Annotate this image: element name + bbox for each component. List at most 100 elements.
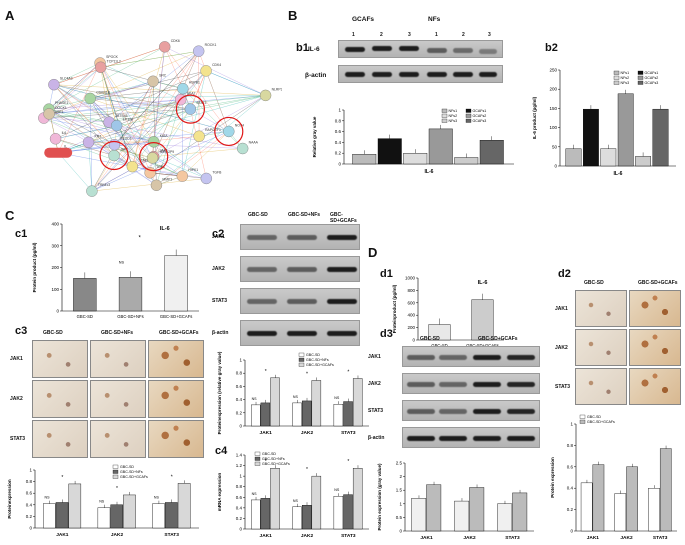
x-tick-label: STAT3 xyxy=(505,535,520,541)
network-edge xyxy=(182,131,229,177)
blot-band xyxy=(247,331,277,336)
y-tick-label: 250 xyxy=(549,68,557,73)
network-edge xyxy=(132,70,207,167)
x-tick-label: JAK1 xyxy=(56,532,69,538)
network-node-label: TCP11L2 xyxy=(107,59,121,63)
y-tick-label: 400 xyxy=(51,222,59,227)
b1-blot-actin xyxy=(338,65,503,83)
legend-swatch xyxy=(465,118,472,123)
y-tick-label: 2 xyxy=(399,474,402,479)
bar xyxy=(377,138,402,165)
network-node-label: ROCK1 xyxy=(205,43,217,47)
c3-chart: 0 0.2 0.4 0.6 0.8 1 Proteinexpression JAK1 * NS JA… xyxy=(7,464,199,538)
bar xyxy=(73,278,97,312)
panel-label-d3: d3 xyxy=(380,328,393,340)
ihc-tile xyxy=(148,380,204,418)
ihc-tile xyxy=(629,290,681,327)
bar xyxy=(479,140,504,165)
network-node-shape xyxy=(200,172,213,185)
y-tick-label: 600 xyxy=(407,300,415,305)
b1-header-nfs: NFs xyxy=(428,16,441,23)
highlight-circle xyxy=(139,142,169,172)
y-axis-label: Protein expression xyxy=(550,457,555,498)
y-tick-label: 0 xyxy=(554,164,557,169)
legend-swatch xyxy=(465,108,472,113)
blot-band xyxy=(473,381,501,387)
legend-swatch xyxy=(298,352,305,357)
bar xyxy=(251,404,261,427)
bar xyxy=(626,466,638,532)
legend-swatch xyxy=(637,80,644,85)
network-node-label: SPOCK xyxy=(106,55,119,59)
network-node-shape xyxy=(82,136,95,149)
ihc-row-label: JAK2 xyxy=(10,396,23,402)
blot-band xyxy=(473,408,501,414)
network-node: SRC xyxy=(147,73,167,87)
network-edge xyxy=(49,99,181,115)
network-edge xyxy=(190,109,207,179)
b1-row-actin: β-actin xyxy=(305,72,327,79)
network-edge xyxy=(153,141,207,179)
ihc-column-header: GBC-SD xyxy=(43,330,63,336)
legend-swatch xyxy=(441,118,448,123)
y-tick-label: 50 xyxy=(552,144,558,149)
y-tick-label: 1 xyxy=(570,422,573,427)
legend-label: GCAFs3 xyxy=(473,119,487,123)
significance-marker: * xyxy=(306,371,308,377)
b1-lane-label: 3 xyxy=(488,32,491,38)
b1-header: GCAFs NFs xyxy=(340,16,500,36)
network-edge xyxy=(55,125,117,139)
ihc-row-label: STAT3 xyxy=(10,436,26,442)
network-node: TCP11L2 xyxy=(94,59,121,73)
bar xyxy=(270,468,280,530)
x-tick-label: JAK1 xyxy=(420,535,433,541)
legend-label: NFs2 xyxy=(621,76,630,80)
network-edge xyxy=(91,157,153,192)
bar xyxy=(454,500,470,532)
x-tick-label: STAT3 xyxy=(653,535,668,541)
bar xyxy=(270,377,280,427)
network-edge xyxy=(53,84,207,179)
network-node-shape xyxy=(184,103,197,115)
panel-label-c3: c3 xyxy=(15,325,28,337)
b1-lane-label: 3 xyxy=(408,32,411,38)
ihc-tile xyxy=(32,380,88,418)
legend-label: NFs1 xyxy=(621,71,630,75)
x-tick-label: JAK1 xyxy=(587,535,600,541)
b1-blot-il6 xyxy=(338,40,503,58)
network-edge xyxy=(180,70,207,100)
blot-band xyxy=(439,408,467,414)
y-tick-label: 1 xyxy=(29,468,32,473)
ns-marker: NS xyxy=(334,488,340,492)
legend-label: GBC-SD xyxy=(262,452,276,456)
y-tick-label: 200 xyxy=(407,325,415,330)
y-tick-label: 1 xyxy=(239,474,242,479)
bar xyxy=(648,487,660,532)
network-node-shape xyxy=(236,142,249,155)
ns-marker: NS xyxy=(99,500,105,504)
bar xyxy=(43,503,56,529)
legend-swatch xyxy=(465,113,472,118)
x-tick-label: JAK2 xyxy=(301,533,314,539)
legend-swatch xyxy=(637,70,644,75)
blot-band xyxy=(439,381,467,387)
network-edge xyxy=(88,108,191,143)
network-node-label: KRT xyxy=(95,134,102,138)
y-axis-label: mRNA expression xyxy=(217,472,222,511)
ihc-tile xyxy=(148,420,204,458)
legend-swatch xyxy=(112,474,119,479)
y-tick-label: 0 xyxy=(570,529,573,534)
network-node-label: CDKN1B xyxy=(96,90,110,94)
network-edge xyxy=(53,84,191,110)
y-axis-label: Protein expression (gray value) xyxy=(377,463,382,531)
chart-title: IL-6 xyxy=(160,226,170,232)
network-edge xyxy=(156,131,229,186)
network-edge xyxy=(190,70,207,110)
y-tick-label: 0.6 xyxy=(236,384,243,389)
d1-chart: 0 200 400 600 800 1000 Proteinproduct (pg/ml) I… xyxy=(392,276,504,348)
bar xyxy=(251,499,261,530)
x-axis-label: IL-6 xyxy=(425,169,434,175)
network-edge xyxy=(43,81,154,119)
significance-marker: * xyxy=(347,459,349,465)
legend-label: GCAFs2 xyxy=(473,114,487,118)
